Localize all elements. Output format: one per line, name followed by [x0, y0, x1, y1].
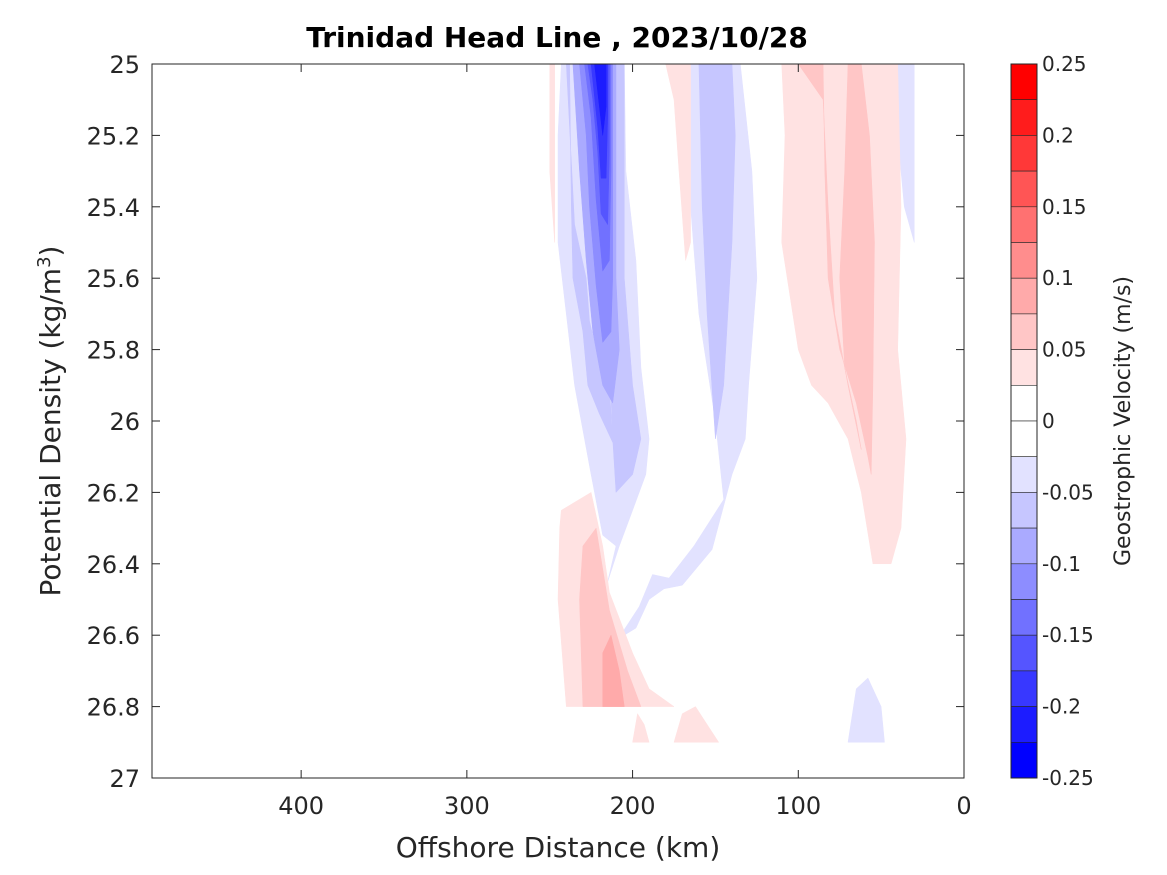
contour-upper-northward-weak — [665, 63, 691, 261]
x-axis-label: Offshore Distance (km) — [396, 831, 721, 864]
colorbar-tick-label: -0.1 — [1042, 552, 1081, 576]
x-tick-label: 100 — [775, 792, 821, 820]
colorbar-level — [1010, 527, 1038, 565]
contour-regions — [549, 63, 915, 743]
colorbar-tick-label: -0.25 — [1042, 766, 1094, 790]
colorbar-level — [1010, 563, 1038, 600]
y-tick-label: 25.8 — [87, 337, 140, 365]
y-tick-label: 25.2 — [87, 122, 140, 150]
y-tick-label: 27 — [109, 765, 140, 793]
colorbar-tick-label: 0.25 — [1042, 52, 1087, 76]
colorbar-level — [1010, 492, 1038, 529]
y-tick-label: 26.4 — [87, 551, 140, 579]
colorbar-level — [1010, 206, 1038, 243]
colorbar-level — [1010, 634, 1038, 672]
colorbar-tick-label: 0.05 — [1042, 338, 1087, 362]
contour-deep-northward-weak — [673, 706, 720, 743]
contour-northward-deep-band-2 — [579, 527, 642, 707]
colorbar-tick-label: 0.2 — [1042, 123, 1074, 147]
colorbar-level — [1010, 349, 1038, 386]
colorbar-level — [1010, 670, 1038, 707]
colorbar-level — [1010, 599, 1038, 636]
colorbar-level — [1010, 706, 1038, 743]
colorbar-label: Geostrophic Velocity (m/s) — [1111, 276, 1136, 566]
x-tick-label: 400 — [278, 792, 324, 820]
y-axis: 25 25.2 25.4 25.6 25.8 26 26.2 26.4 26.6 26.8 27 — [87, 51, 964, 793]
contour-deep-northward-small — [632, 713, 650, 743]
colorbar-frame — [1010, 63, 1038, 779]
plot-area: 400 300 200 100 0 25 25.2 25.4 25.6 25.8 26 26.2 26… — [87, 51, 972, 820]
colorbar-tick-label: -0.15 — [1042, 623, 1094, 647]
x-axis: 400 300 200 100 0 — [278, 64, 972, 820]
colorbar-level — [1010, 63, 1038, 101]
y-tick-label: 26.6 — [87, 622, 140, 650]
colorbar-level — [1010, 242, 1038, 279]
colorbar: 0.25 0.2 0.15 0.1 0.05 0 -0.05 -0.1 -0.15 -0.2 -0.… — [1010, 52, 1094, 790]
y-axis-label: Potential Density (kg/m3) — [34, 246, 67, 597]
colorbar-tick-label: 0 — [1042, 409, 1055, 433]
colorbar-level — [1010, 420, 1038, 458]
y-tick-label: 25.6 — [87, 265, 140, 293]
colorbar-tick-label: -0.05 — [1042, 480, 1094, 504]
colorbar-level — [1010, 170, 1038, 208]
colorbar-level — [1010, 99, 1038, 136]
x-tick-label: 0 — [956, 792, 971, 820]
colorbar-level — [1010, 741, 1038, 779]
colorbar-tick-label: 0.1 — [1042, 266, 1074, 290]
contour-northward-deep-band-3 — [602, 634, 625, 707]
y-tick-label: 26.2 — [87, 479, 140, 507]
colorbar-tick-label: -0.2 — [1042, 695, 1081, 719]
y-axis-label-main: Potential Density (kg/m — [34, 268, 67, 597]
y-tick-label: 26 — [109, 408, 140, 436]
colorbar-tick-label: 0.15 — [1042, 195, 1087, 219]
contour-mid-southward-band-1 — [698, 63, 736, 439]
y-axis-label-superscript: 3 — [34, 256, 55, 267]
x-tick-label: 300 — [444, 792, 490, 820]
contour-deep-southward-weak — [847, 677, 885, 743]
y-tick-label: 25.4 — [87, 194, 140, 222]
chart-title: Trinidad Head Line , 2023/10/28 — [306, 21, 808, 54]
colorbar-level — [1010, 456, 1038, 493]
colorbar-level — [1010, 135, 1038, 172]
x-tick-label: 200 — [610, 792, 656, 820]
colorbar-level — [1010, 277, 1038, 315]
y-axis-label-end: ) — [34, 246, 67, 257]
colorbar-ticks: 0.25 0.2 0.15 0.1 0.05 0 -0.05 -0.1 -0.15 -0.2 -0.… — [1042, 52, 1094, 790]
y-tick-label: 26.8 — [87, 694, 140, 722]
colorbar-levels — [1010, 63, 1038, 779]
y-tick-label: 25 — [109, 51, 140, 79]
colorbar-level — [1010, 313, 1038, 350]
colorbar-level — [1010, 384, 1038, 422]
